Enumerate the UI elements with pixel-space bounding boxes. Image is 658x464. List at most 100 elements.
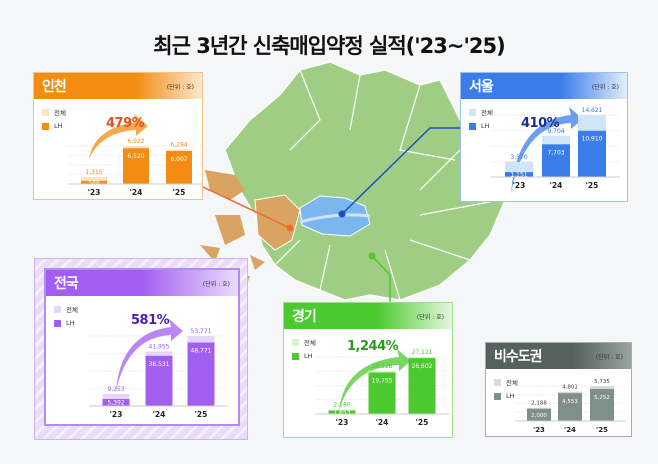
total-value-label: 6,922 — [127, 138, 144, 145]
bar-lh — [145, 355, 173, 406]
year-tick-label: '23 — [336, 418, 349, 427]
total-value-label: 9,704 — [547, 128, 564, 135]
unit-label: (단위 : 호) — [166, 83, 194, 91]
legend-total-label: 전체 — [481, 109, 493, 117]
gyeonggi-region — [224, 61, 506, 301]
bar-lh — [578, 130, 606, 177]
legend-lh-label: LH — [506, 392, 515, 400]
lh-value-label: 7,703 — [547, 149, 564, 156]
bar-lh — [328, 410, 356, 414]
growth-rate: 479% — [106, 116, 145, 131]
total-value-label: 27,121 — [412, 349, 433, 356]
lh-value-label: 588 — [88, 179, 100, 186]
growth-arrow — [511, 107, 583, 194]
bar-total — [81, 176, 107, 184]
lh-value-label: 19,755 — [372, 377, 393, 384]
legend-lh-label: LH — [66, 319, 75, 327]
year-tick-label: '23 — [533, 426, 545, 434]
unit-label: (단위 : 호) — [595, 353, 623, 361]
unit-label: (단위 : 호) — [591, 83, 619, 91]
year-tick-label: '25 — [596, 426, 608, 434]
gyeonggi-panel: 경기 (단위 : 호) 전체 LH 2,180 1,653 '23 20,528 19,… — [283, 302, 453, 438]
year-tick-label: '24 — [376, 418, 389, 427]
bar-chart: 9,253 5,392 '23 41,955 38,531 '24 53,771 48,771… — [89, 319, 228, 419]
legend: 전체 LH — [42, 107, 66, 135]
panel-title: 서울 — [469, 79, 494, 95]
unit-label: (단위 : 호) — [416, 313, 444, 321]
year-tick-label: '23 — [110, 410, 123, 419]
legend-lh-label: LH — [54, 122, 63, 130]
total-value-label: 4,801 — [562, 385, 578, 391]
seoul-panel: 서울 (단위 : 호) 전체 LH 3,570 1,151 '23 9,704 7,70… — [460, 72, 628, 202]
lh-value-label: 1,151 — [510, 172, 527, 179]
lh-value-label: 10,910 — [582, 136, 603, 143]
year-tick-label: '25 — [586, 181, 599, 190]
bar-lh — [527, 408, 551, 421]
page-title: 최근 3년간 신축매입약정 실적('23~'25) — [153, 34, 505, 58]
total-value-label: 53,771 — [191, 328, 212, 335]
total-value-label: 14,621 — [582, 107, 603, 114]
lh-value-label: 4,553 — [562, 399, 578, 405]
bar-lh — [558, 393, 582, 421]
bar-chart: 1,315 588 '23 6,922 6,520 '24 6,294 6,007 '25 — [68, 114, 202, 197]
bar-lh — [187, 342, 215, 406]
legend-total: 전체 — [494, 377, 518, 387]
bar-lh — [123, 148, 149, 184]
incheon-connector — [202, 186, 291, 229]
growth-rate: 581% — [131, 313, 170, 328]
panel-title: 전국 — [54, 276, 79, 292]
lh-value-label: 2,000 — [531, 413, 547, 419]
legend-lh: LH — [469, 122, 493, 130]
panel-header: 인천 (단위 : 호) — [34, 73, 202, 99]
year-tick-label: '24 — [564, 426, 576, 434]
legend: 전체 LH — [494, 377, 518, 405]
total-value-label: 5,735 — [594, 379, 610, 385]
panel-header: 경기 (단위 : 호) — [284, 303, 452, 329]
panel-title: 경기 — [292, 309, 317, 325]
legend-lh: LH — [494, 392, 518, 400]
lh-value-label: 26,602 — [412, 363, 433, 370]
bar-lh — [166, 151, 192, 184]
bar-lh — [368, 372, 396, 414]
total-value-label: 2,188 — [531, 401, 547, 407]
legend-lh-label: LH — [481, 122, 490, 130]
year-tick-label: '25 — [195, 410, 208, 419]
total-value-label: 1,315 — [85, 169, 102, 176]
bar-lh — [590, 388, 614, 421]
total-value-label: 3,570 — [510, 154, 527, 161]
bar-lh — [542, 144, 570, 177]
legend-total: 전체 — [54, 304, 78, 314]
year-tick-label: '25 — [416, 418, 429, 427]
panel-header: 비수도권 (단위 : 호) — [486, 343, 631, 369]
year-tick-label: '24 — [550, 181, 563, 190]
legend: 전체 LH — [292, 337, 316, 365]
legend-total: 전체 — [292, 337, 316, 347]
lh-value-label: 6,007 — [170, 156, 187, 163]
legend-total-label: 전체 — [54, 109, 66, 117]
growth-arrow — [116, 319, 183, 391]
total-value-label: 6,294 — [170, 141, 187, 148]
bar-lh — [505, 172, 533, 177]
legend-lh: LH — [292, 352, 316, 360]
bar-chart: 3,570 1,151 '23 9,704 7,703 '24 14,621 10,910 '2… — [491, 107, 620, 194]
year-tick-label: '24 — [153, 410, 166, 419]
lh-value-label: 38,531 — [149, 361, 170, 368]
year-tick-label: '23 — [513, 181, 526, 190]
legend-lh-label: LH — [304, 352, 313, 360]
unit-label: (단위 : 호) — [202, 280, 230, 288]
legend: 전체 LH — [54, 304, 78, 332]
growth-arrow — [339, 349, 411, 411]
incheon-panel: 인천 (단위 : 호) 전체 LH 1,315 588 '23 6,922 6,520 '… — [33, 72, 203, 200]
lh-value-label: 5,252 — [594, 395, 610, 401]
total-value-label: 20,528 — [372, 363, 393, 370]
year-tick-label: '24 — [130, 188, 143, 197]
growth-arrow — [89, 114, 148, 159]
panel-header: 전국 (단위 : 호) — [46, 270, 238, 296]
legend-total-label: 전체 — [506, 379, 518, 387]
lh-value-label: 6,520 — [127, 153, 144, 160]
lh-value-label: 1,653 — [333, 409, 350, 416]
noncapital-panel: 비수도권 (단위 : 호) 전체 LH 2,188 2,000 '23 4,801 4,… — [485, 342, 632, 437]
growth-rate: 1,244% — [347, 339, 399, 354]
